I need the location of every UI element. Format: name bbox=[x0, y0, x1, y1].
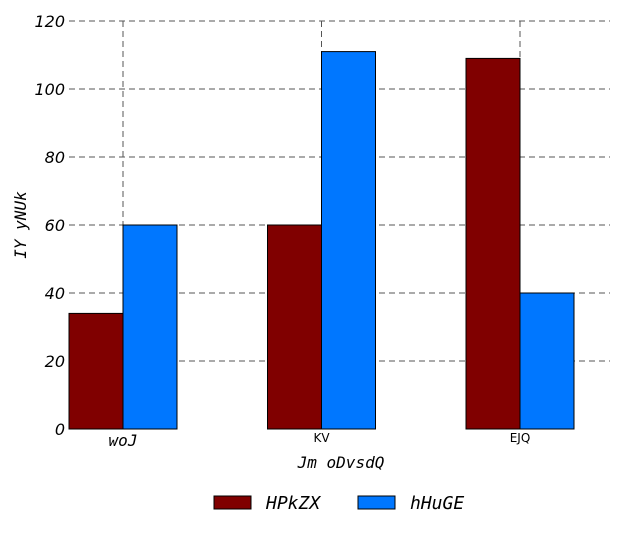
x-tick-label: KV bbox=[313, 431, 330, 445]
legend-label: HPkZX bbox=[265, 493, 321, 514]
y-tick-label: 0 bbox=[55, 420, 65, 439]
bar-hHuGE-KV bbox=[321, 51, 376, 430]
y-tick-label: 120 bbox=[34, 12, 65, 31]
bar-hHuGE-woJ bbox=[122, 224, 178, 430]
legend: HPkZX hHuGE bbox=[213, 493, 464, 514]
bar-hHuGE-EJQ bbox=[519, 292, 575, 430]
y-tick-labels: 0 20 40 60 80 100 120 bbox=[34, 12, 65, 439]
y-tick-label: 100 bbox=[34, 80, 65, 99]
bars bbox=[68, 51, 575, 430]
y-tick-label: 60 bbox=[45, 216, 65, 235]
bar-HPkZX-KV bbox=[267, 224, 322, 430]
x-tick-labels: woJ KV EJQ bbox=[109, 431, 531, 450]
x-tick-label: EJQ bbox=[510, 431, 531, 445]
legend-swatch bbox=[357, 495, 396, 510]
bar-HPkZX-woJ bbox=[68, 312, 124, 430]
x-axis-label: Jm oDvsdQ bbox=[297, 453, 385, 472]
y-axis-label: IY yNUk bbox=[11, 191, 30, 259]
y-tick-label: 20 bbox=[45, 352, 65, 371]
legend-label: hHuGE bbox=[410, 493, 464, 514]
x-tick-label: woJ bbox=[109, 431, 138, 450]
y-tick-label: 80 bbox=[45, 148, 65, 167]
y-tick-label: 40 bbox=[45, 284, 65, 303]
bar-HPkZX-EJQ bbox=[465, 57, 521, 430]
legend-swatch bbox=[213, 495, 252, 510]
